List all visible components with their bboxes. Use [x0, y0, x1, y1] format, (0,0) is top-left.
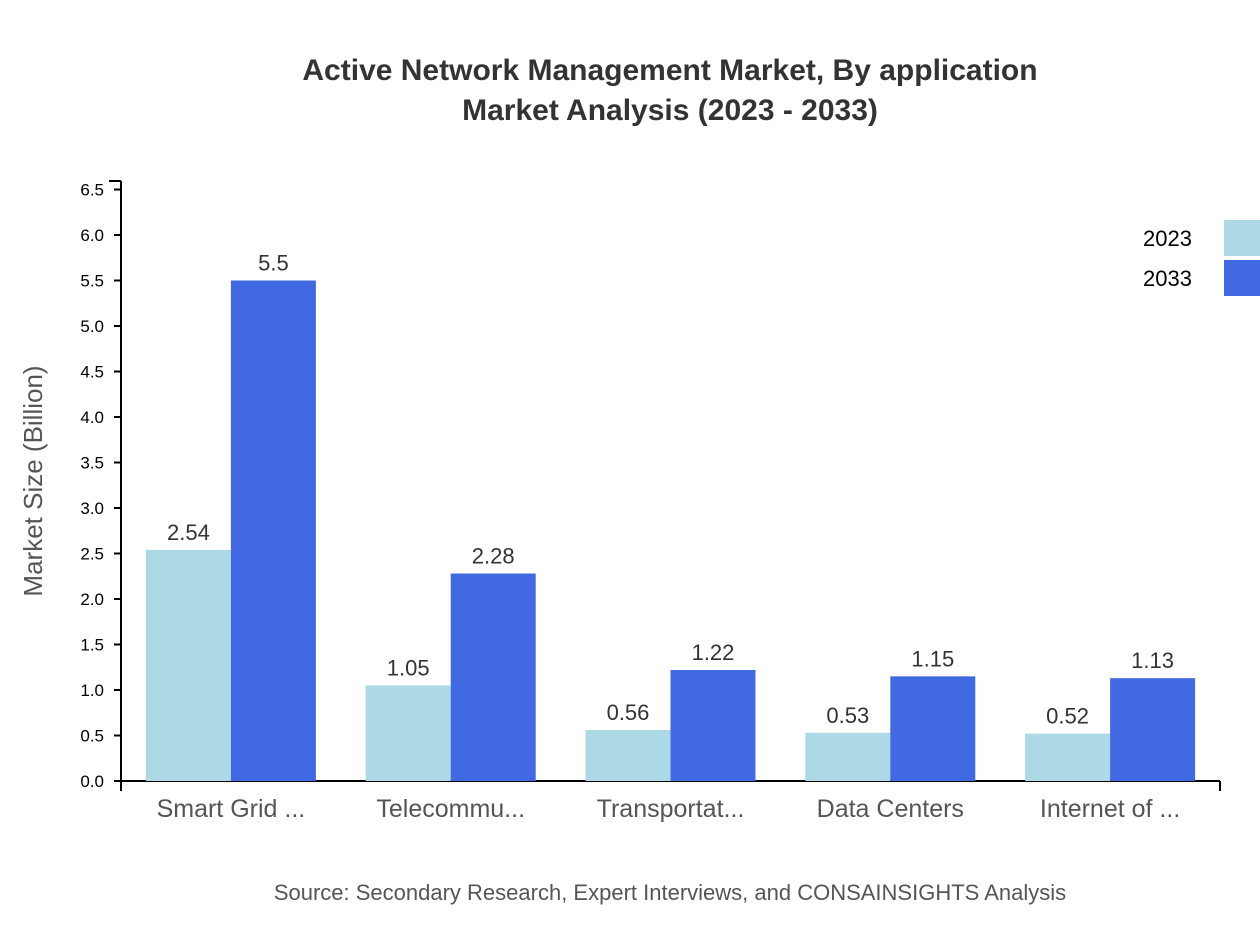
y-axis-label: Market Size (Billion): [18, 365, 48, 596]
bars: 2.54 5.5 1.05 2.28 0.56 1.22 0.53 1.15 0.52 1.13: [145, 251, 1196, 781]
chart-title: Active Network Management Market, By app…: [302, 54, 1037, 87]
y-tick-label: 4.0: [80, 408, 104, 427]
legend: 2023 2033: [1143, 220, 1260, 296]
bar-2033: [670, 669, 756, 781]
data-label: 5.5: [258, 251, 289, 276]
chart-subtitle: Market Analysis (2023 - 2033): [462, 94, 878, 127]
y-tick-label: 2.0: [80, 590, 104, 609]
data-label: 1.15: [911, 646, 954, 671]
bar-2033: [450, 573, 536, 781]
y-tick-label: 4.5: [80, 363, 104, 382]
data-label: 0.53: [826, 703, 869, 728]
y-tick-label: 6.0: [80, 226, 104, 245]
data-label: 2.54: [167, 520, 210, 545]
data-label: 1.05: [387, 655, 430, 680]
legend-swatch-2023: [1224, 220, 1260, 256]
data-label: 1.22: [692, 640, 735, 665]
x-tick-label: Transportat...: [597, 795, 745, 823]
x-tick-label: Telecommu...: [376, 795, 525, 823]
bar-2023: [1025, 733, 1111, 781]
y-tick-label: 3.0: [80, 499, 104, 518]
legend-label: 2023: [1143, 226, 1192, 251]
bar-2023: [805, 732, 891, 781]
x-tick-label: Data Centers: [817, 795, 964, 823]
y-tick-label: 5.5: [80, 272, 104, 291]
bar-2023: [145, 549, 231, 781]
y-axis: 0.0 0.5 1.0 1.5 2.0 2.5 3.0 3.5 4.0 4.5 5.0 5.5 6.0 6…: [80, 180, 122, 791]
y-tick-label: 5.0: [80, 317, 104, 336]
y-tick-label: 1.5: [80, 636, 104, 655]
x-tick-label: Smart Grid ...: [157, 795, 306, 823]
bar-2033: [890, 676, 976, 781]
y-tick-label: 2.5: [80, 545, 104, 564]
data-label: 0.52: [1046, 704, 1089, 729]
bar-2033: [1110, 678, 1196, 781]
x-tick-label: Internet of ...: [1040, 795, 1180, 823]
legend-swatch-2033: [1224, 260, 1260, 296]
bar-2033: [230, 280, 316, 781]
y-tick-label: 3.5: [80, 454, 104, 473]
data-label: 2.28: [472, 544, 515, 569]
x-axis: Smart Grid ... Telecommu... Transportat...…: [120, 780, 1221, 823]
bar-2023: [585, 730, 671, 781]
source-note: Source: Secondary Research, Expert Inter…: [274, 880, 1066, 905]
legend-label: 2033: [1143, 266, 1192, 291]
data-label: 0.56: [607, 700, 650, 725]
y-tick-label: 0.0: [80, 772, 104, 791]
data-label: 1.13: [1131, 648, 1174, 673]
y-tick-label: 1.0: [80, 681, 104, 700]
bar-2023: [365, 685, 451, 781]
y-tick-label: 0.5: [80, 727, 104, 746]
y-tick-label: 6.5: [80, 181, 104, 200]
